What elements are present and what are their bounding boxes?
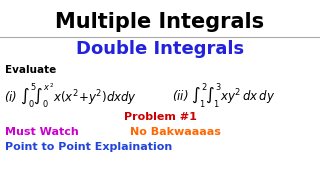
Text: Point to Point Explaination: Point to Point Explaination (5, 142, 172, 152)
Text: No Bakwaaaas: No Bakwaaaas (130, 127, 221, 137)
Text: Double Integrals: Double Integrals (76, 40, 244, 58)
Text: Problem #1: Problem #1 (124, 112, 196, 122)
Text: (ii) $\int_1^2\!\int_1^3 xy^2\,dx\,dy$: (ii) $\int_1^2\!\int_1^3 xy^2\,dx\,dy$ (172, 81, 275, 110)
Text: Evaluate: Evaluate (5, 65, 56, 75)
Text: Must Watch: Must Watch (5, 127, 79, 137)
Text: (i) $\int_0^5\!\int_0^{x^2} x(x^2\!+\!y^2)dxdy$: (i) $\int_0^5\!\int_0^{x^2} x(x^2\!+\!y^… (4, 81, 137, 110)
Text: Multiple Integrals: Multiple Integrals (55, 12, 265, 32)
